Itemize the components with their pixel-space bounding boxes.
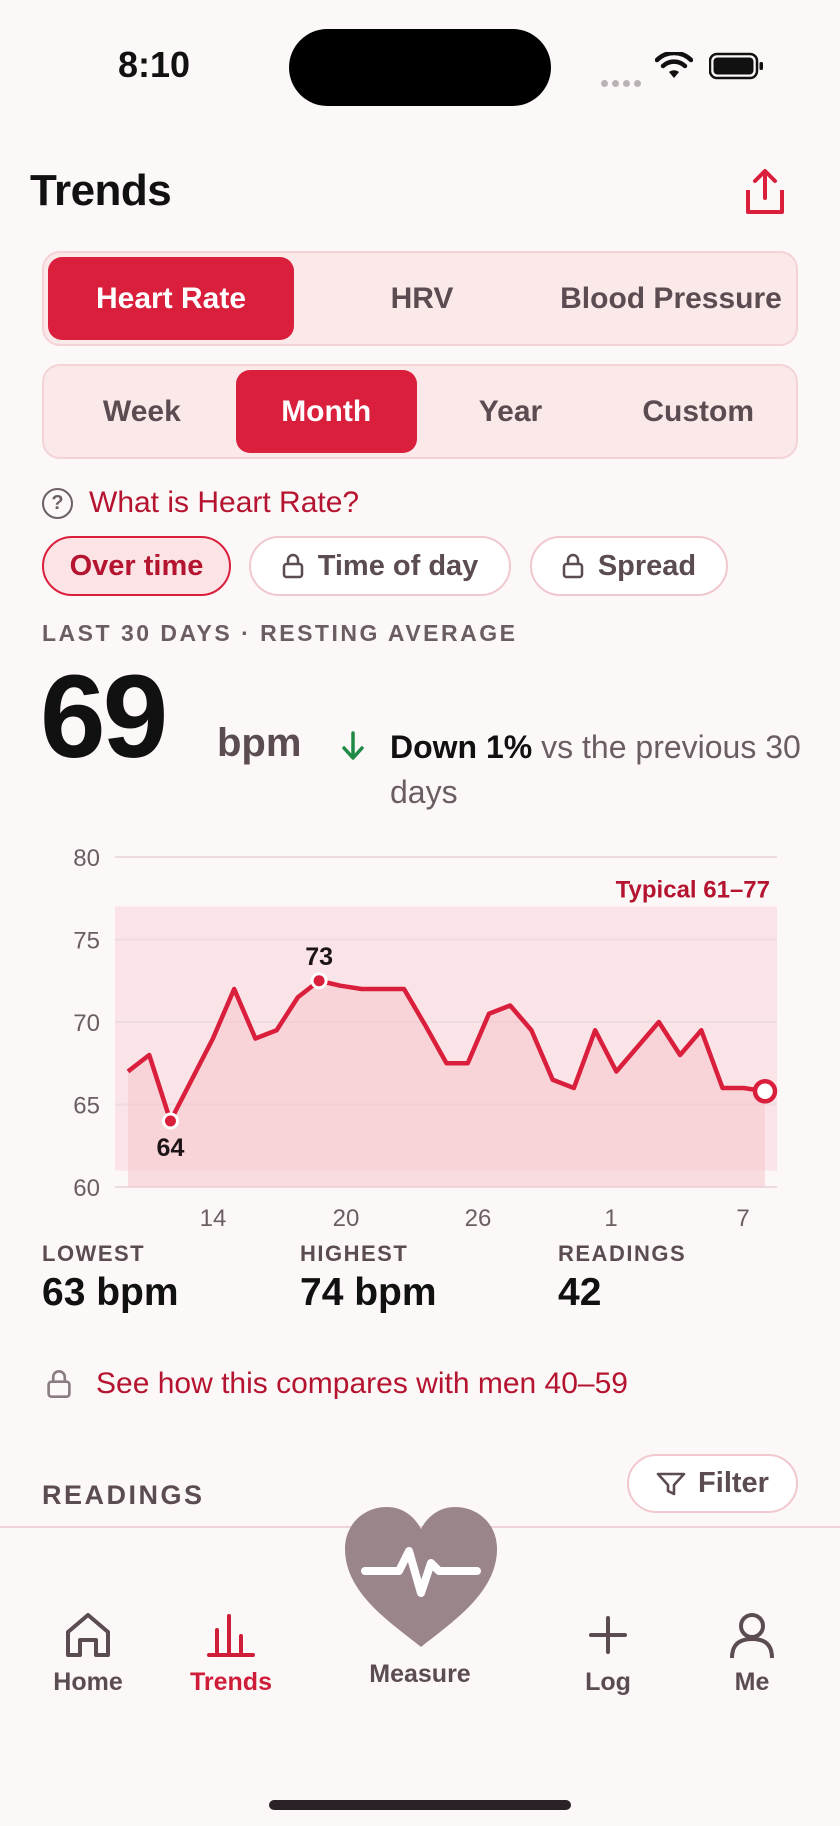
metric-segmented-control: Heart Rate HRV Blood Pressure (42, 251, 798, 346)
annotation-point (161, 1112, 179, 1130)
tab-log[interactable]: Log (548, 1610, 668, 1697)
stat-lowest: LOWEST 63 bpm (42, 1241, 179, 1315)
y-tick-label: 75 (73, 928, 100, 955)
lock-icon (47, 1369, 71, 1399)
tab-label: Home (53, 1668, 123, 1696)
latest-point (752, 1079, 778, 1104)
y-tick-label: 60 (73, 1175, 100, 1202)
bar-chart-icon (207, 1614, 255, 1657)
trend-change: Down 1% (390, 729, 533, 765)
typical-range-label: Typical 61–77 (616, 877, 770, 904)
tab-label: Me (734, 1668, 770, 1696)
stat-label: HIGHEST (300, 1241, 409, 1266)
chip-label: Spread (597, 549, 697, 582)
average-value: 69 (40, 651, 168, 783)
wifi-icon (655, 52, 693, 78)
x-tick-label: 1 (604, 1205, 617, 1230)
stat-highest: HIGHEST 74 bpm (300, 1241, 437, 1315)
y-tick-label: 65 (73, 1093, 100, 1120)
y-tick-label: 70 (73, 1010, 100, 1037)
stat-label: LOWEST (42, 1241, 146, 1266)
filter-button[interactable]: Filter (627, 1454, 798, 1513)
help-link[interactable]: ? What is Heart Rate? (42, 486, 359, 520)
lock-icon (282, 553, 303, 579)
dynamic-island (289, 29, 551, 106)
series-line (126, 978, 766, 1124)
tab-me[interactable]: Me (692, 1610, 812, 1697)
measure-label[interactable]: Measure (369, 1660, 471, 1688)
chip-spread[interactable]: Spread (530, 536, 728, 596)
battery-icon (709, 52, 763, 80)
measure-heart-button[interactable] (343, 1505, 499, 1651)
readings-heading: READINGS (42, 1480, 205, 1510)
filter-icon (656, 1472, 686, 1495)
x-tick-label: 7 (736, 1205, 749, 1230)
tab-week[interactable]: Week (102, 394, 181, 428)
stat-value: 74 bpm (300, 1271, 437, 1314)
home-indicator (269, 1800, 571, 1810)
filter-label: Filter (698, 1467, 769, 1499)
annotation-label: 73 (305, 943, 333, 971)
page-title: Trends (30, 166, 172, 215)
tab-custom[interactable]: Custom (642, 394, 755, 428)
stat-readings: READINGS 42 (558, 1241, 686, 1315)
x-tick-label: 14 (200, 1205, 227, 1230)
stat-value: 63 bpm (42, 1271, 179, 1314)
home-icon (66, 1613, 110, 1657)
chip-label: Time of day (317, 549, 479, 582)
trend-comparison: vs the previous 30 days (390, 729, 801, 810)
pulse-icon (361, 1547, 481, 1597)
tab-month[interactable]: Month (235, 370, 417, 453)
tab-hrv[interactable]: HRV (390, 281, 454, 315)
chip-label: Over time (69, 549, 204, 582)
person-icon (730, 1613, 774, 1659)
signal-icon (601, 74, 645, 92)
series-area (128, 980, 765, 1187)
compare-link-label: See how this compares with men 40–59 (96, 1367, 628, 1400)
tab-label: Log (585, 1668, 631, 1696)
status-time: 8:10 (118, 44, 191, 85)
trend-summary: Down 1% vs the previous 30 days (340, 725, 810, 815)
average-unit: bpm (217, 721, 302, 765)
annotation-label: 64 (157, 1134, 185, 1162)
tab-label: Trends (190, 1668, 272, 1696)
range-segmented-control: Week Month Year Custom (42, 364, 798, 459)
chip-time-of-day[interactable]: Time of day (249, 536, 511, 596)
x-tick-label: 26 (465, 1205, 492, 1230)
stat-value: 42 (558, 1271, 602, 1314)
annotation-point (310, 972, 328, 990)
help-link-label: What is Heart Rate? (89, 486, 360, 519)
tab-home[interactable]: Home (28, 1610, 148, 1697)
compare-link[interactable]: See how this compares with men 40–59 (46, 1367, 628, 1401)
stat-label: READINGS (558, 1241, 687, 1266)
chart-svg: 80 75 70 65 60 Typical 61–77 14 20 26 1 7 64 73 (73, 845, 778, 1232)
chip-over-time[interactable]: Over time (42, 536, 231, 596)
heart-rate-chart: 80 75 70 65 60 Typical 61–77 14 20 26 1 7 64 73 (0, 830, 840, 1232)
summary-caption: LAST 30 DAYS · RESTING AVERAGE (42, 620, 518, 646)
plus-icon (589, 1616, 627, 1654)
y-tick-label: 80 (73, 845, 100, 872)
question-icon: ? (42, 487, 73, 519)
lock-icon (562, 553, 584, 579)
x-tick-label: 20 (333, 1205, 360, 1230)
arrow-down-icon (342, 731, 364, 760)
tab-blood-pressure[interactable]: Blood Pressure (560, 281, 782, 315)
tab-heart-rate[interactable]: Heart Rate (48, 257, 294, 340)
tab-year[interactable]: Year (478, 394, 543, 428)
share-icon[interactable] (742, 168, 788, 216)
tab-trends[interactable]: Trends (171, 1610, 291, 1697)
